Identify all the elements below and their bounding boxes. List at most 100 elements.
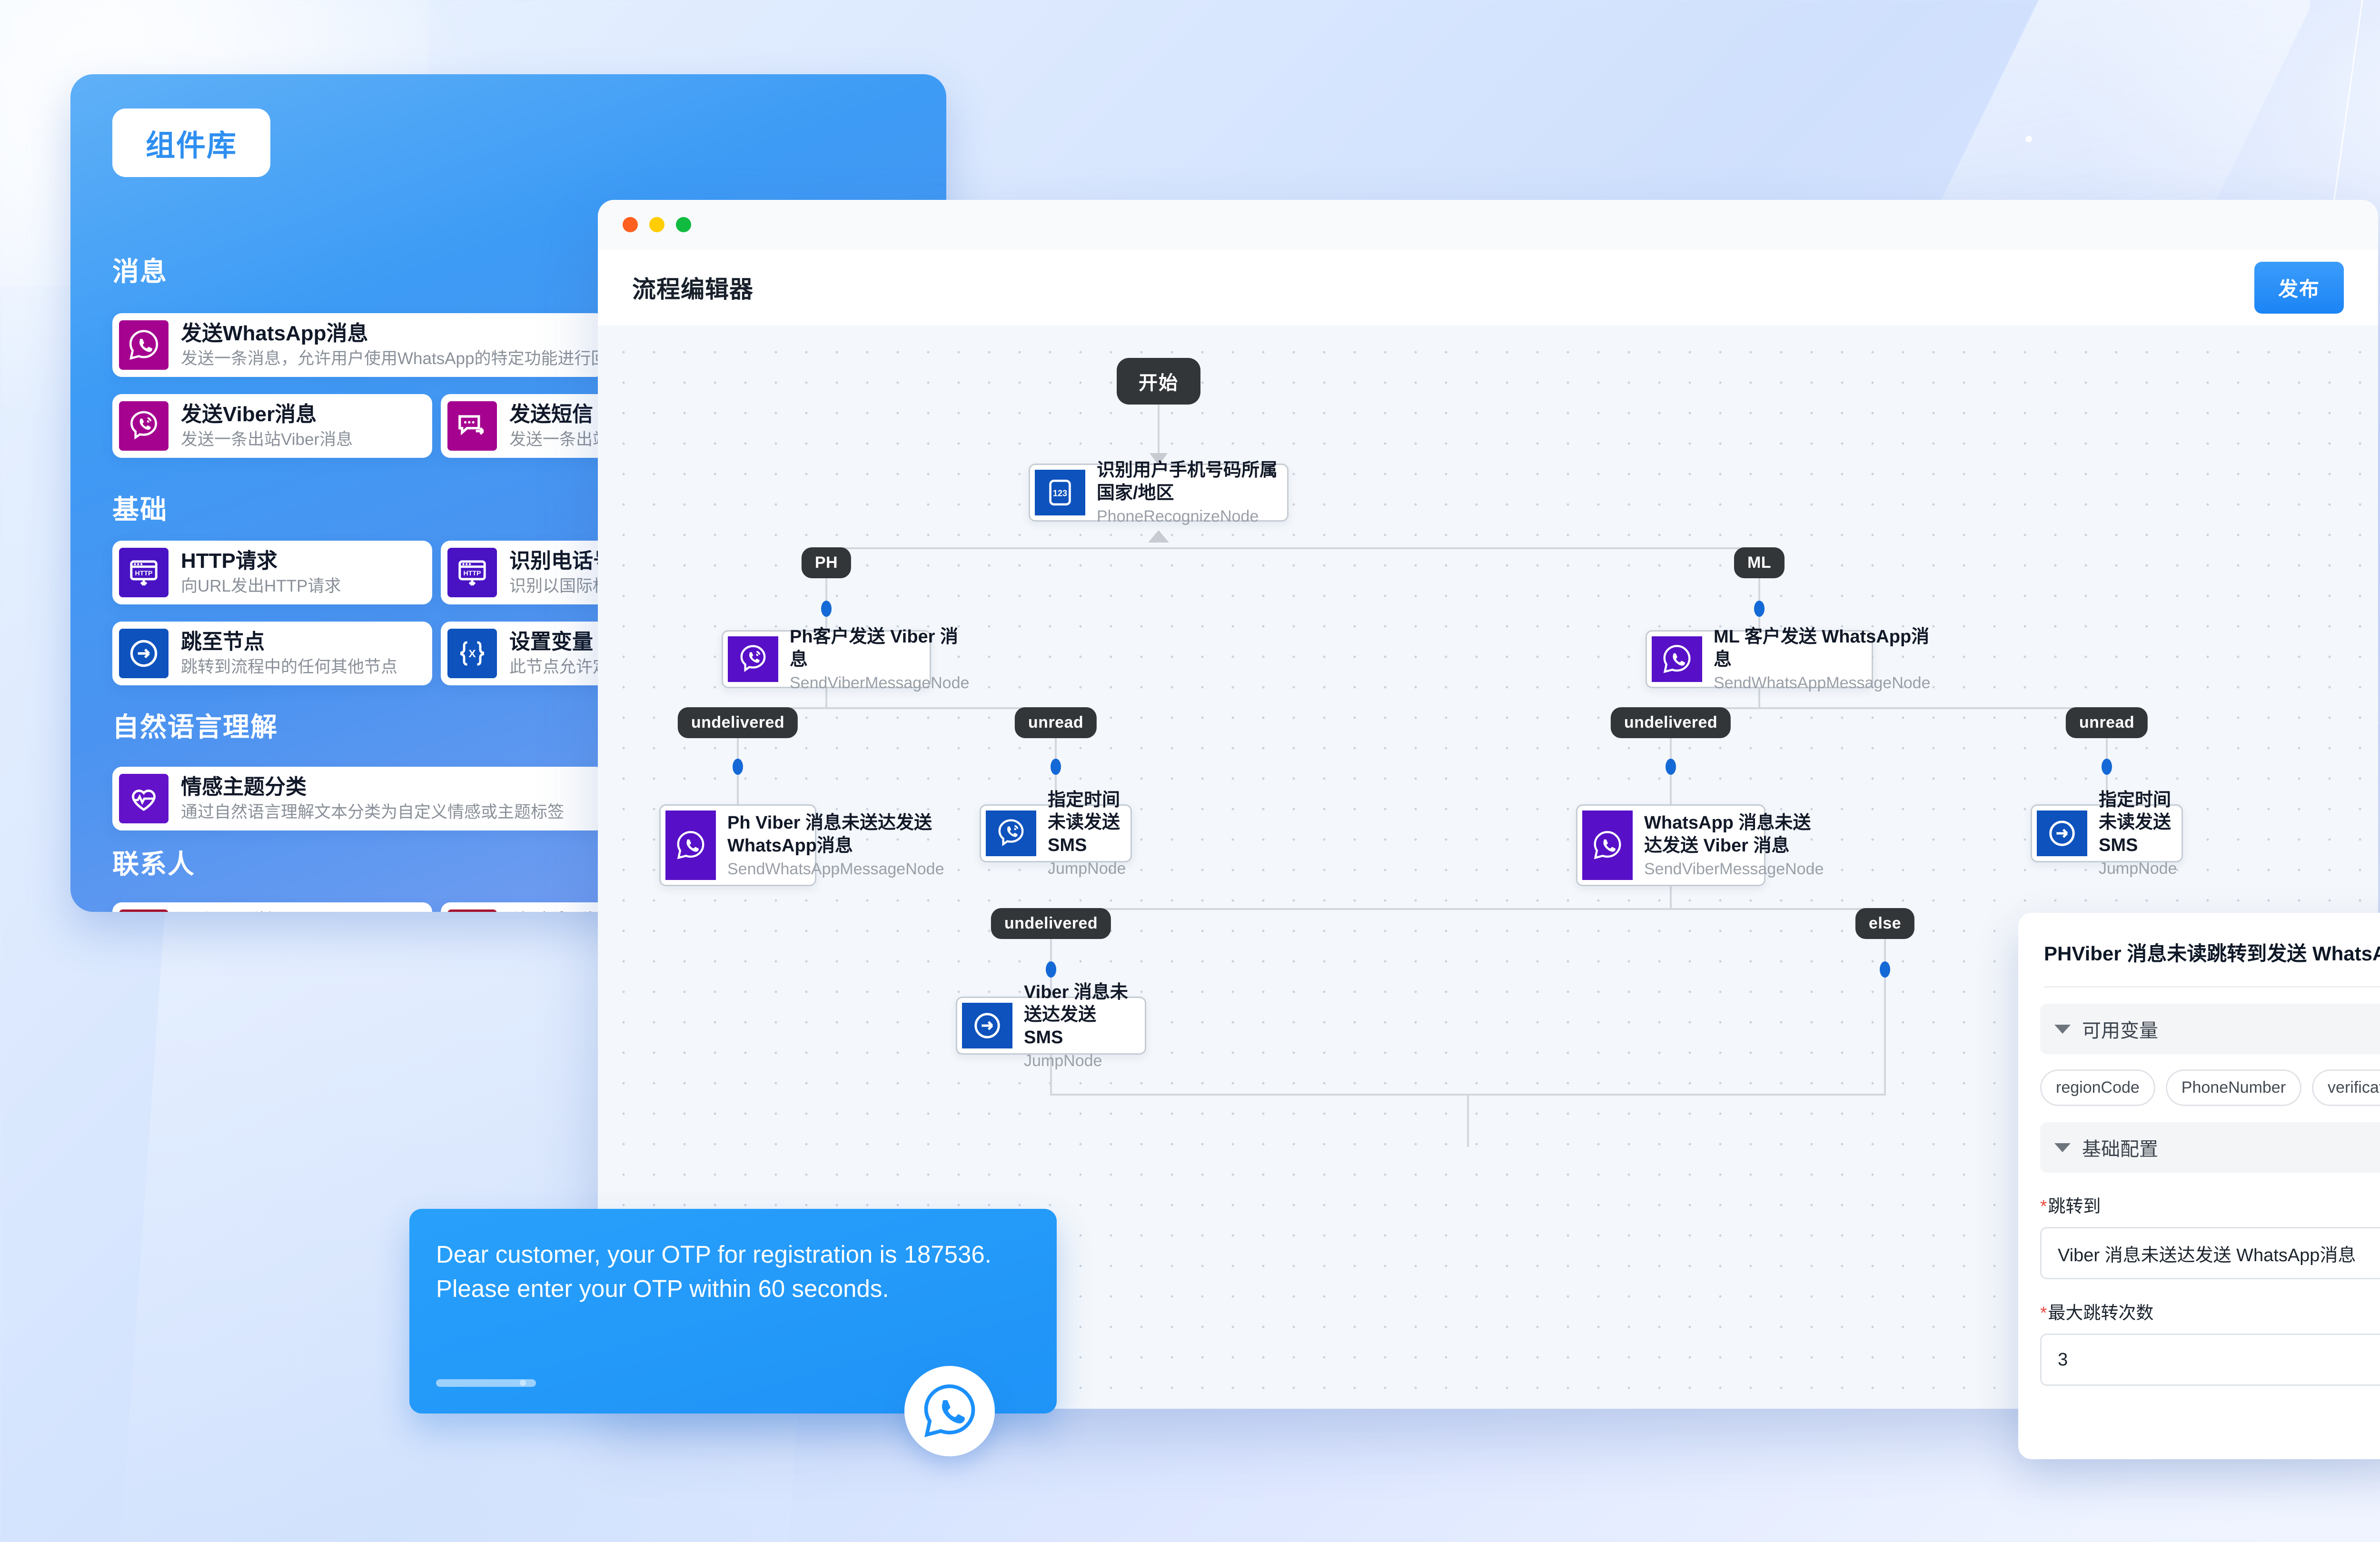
- connector-ml-split: [1670, 707, 2108, 709]
- section-basic-config[interactable]: 基础配置: [2040, 1122, 2380, 1173]
- jump-icon: [119, 629, 169, 678]
- connector-viber-else: [1884, 908, 1886, 1095]
- variable-chip[interactable]: PhoneNumber: [2165, 1069, 2302, 1106]
- flow-start-node[interactable]: 开始: [1117, 358, 1200, 405]
- connector-start-to-recognize: [1158, 389, 1160, 460]
- connector-ml-whatsapp-out: [1758, 688, 1760, 708]
- flow-node-title: 指定时间未读发送 SMS: [1048, 790, 1121, 856]
- flow-node-wa-undelivered-viber[interactable]: WhatsApp 消息未送达发送 Viber 消息 SendViberMessa…: [1576, 804, 1824, 886]
- library-card-title: 跳至节点: [181, 630, 265, 654]
- variable-chip[interactable]: regionCode: [2040, 1069, 2155, 1106]
- chevron-down-icon: [2054, 1024, 2071, 1034]
- flow-node-title: ML 客户发送 WhatsApp消息: [1714, 627, 1930, 670]
- connector-port[interactable]: [1754, 601, 1765, 617]
- library-card-title: 发送Viber消息: [181, 403, 317, 426]
- svg-text:X: X: [468, 648, 476, 660]
- library-card-title: 发送WhatsApp消息: [181, 322, 368, 346]
- library-card-desc: 通过自然语言理解文本分类为自定义情感或主题标签: [181, 802, 565, 821]
- library-card-send-whatsapp[interactable]: 发送WhatsApp消息 发送一条消息，允许用户使用WhatsApp的特定功能进…: [112, 313, 624, 377]
- connector-port[interactable]: [2102, 759, 2112, 775]
- connector-port[interactable]: [1880, 961, 1890, 978]
- tab-component-library-label: 组件库: [145, 129, 237, 162]
- max-jumps-select[interactable]: 3: [2040, 1334, 2380, 1386]
- connector-viber-out: [1670, 886, 1672, 909]
- section-title-contacts: 联系人: [112, 849, 195, 879]
- library-card-jump-node[interactable]: 跳至节点 跳转到流程中的任何其他节点: [112, 622, 432, 685]
- flow-node-title: Viber 消息未送达发送 SMS: [1024, 982, 1128, 1048]
- library-card-add-to-group[interactable]: 添加至群组 将电话号码添加至联系人群组: [112, 902, 432, 912]
- svg-text:HTTP: HTTP: [135, 570, 152, 577]
- field-label-text: 最大跳转次数: [2048, 1303, 2154, 1323]
- section-available-variables[interactable]: 可用变量: [2040, 1004, 2380, 1054]
- library-card-title: 设置变量: [509, 630, 593, 654]
- whatsapp-icon: [1652, 636, 1702, 682]
- arrow-icon: [1150, 453, 1168, 465]
- flow-node-title: 指定时间未读发送 SMS: [2099, 790, 2172, 856]
- close-window-icon[interactable]: [623, 217, 638, 232]
- flow-node-ph-viber[interactable]: Ph客户发送 Viber 消息 SendViberMessageNode: [722, 627, 969, 692]
- sms-icon: [447, 401, 497, 451]
- library-card-http-request[interactable]: HTTP HTTP请求 向URL发出HTTP请求: [112, 541, 432, 604]
- connector-port[interactable]: [821, 601, 832, 617]
- svg-text:HTTP: HTTP: [463, 570, 481, 577]
- whatsapp-icon: [119, 320, 169, 370]
- flow-node-subtitle: JumpNode: [1024, 1052, 1102, 1070]
- section-title-basic: 基础: [112, 494, 168, 524]
- whatsapp-floating-icon[interactable]: [904, 1366, 995, 1456]
- edge-label-undelivered-ph: undelivered: [677, 707, 798, 738]
- section-label: 可用变量: [2082, 1020, 2158, 1041]
- flow-node-title: WhatsApp 消息未送达发送 Viber 消息: [1644, 813, 1811, 856]
- edge-label-undelivered-viber: undelivered: [991, 908, 1111, 939]
- library-card-title: 添加至群组: [181, 910, 397, 912]
- sentiment-icon: [119, 774, 169, 823]
- flow-node-subtitle: JumpNode: [2099, 860, 2177, 878]
- flow-node-viber-undelivered-sms[interactable]: Viber 消息未送达发送 SMS JumpNode: [956, 982, 1146, 1070]
- variable-chip-list: regionCode PhoneNumber verificationCode: [2040, 1069, 2380, 1106]
- whatsapp-icon: [1582, 811, 1633, 880]
- flow-node-subtitle: PhoneRecognizeNode: [1097, 507, 1259, 526]
- flow-node-ml-whatsapp[interactable]: ML 客户发送 WhatsApp消息 SendWhatsAppMessageNo…: [1646, 627, 1931, 692]
- connector-port[interactable]: [1666, 759, 1676, 775]
- tab-component-library[interactable]: 组件库: [112, 109, 270, 177]
- sparkle-1: [2025, 136, 2032, 142]
- max-jumps-value: 3: [2058, 1349, 2068, 1370]
- connector-ph-split: [737, 707, 1057, 709]
- flow-node-ml-unread-sms[interactable]: 指定时间未读发送 SMS JumpNode: [2031, 790, 2183, 878]
- panel-header: PHViber 消息未读跳转到发送 WhatsApp消息 ✕: [2018, 913, 2380, 967]
- library-card-sentiment[interactable]: 情感主题分类 通过自然语言理解文本分类为自定义情感或主题标签: [112, 767, 605, 830]
- connector-port[interactable]: [1051, 759, 1061, 775]
- window-titlebar: [598, 200, 2378, 249]
- library-card-desc: 跳转到流程中的任何其他节点: [181, 657, 398, 676]
- required-marker: *: [2040, 1303, 2047, 1323]
- panel-title: PHViber 消息未读跳转到发送 WhatsApp消息: [2044, 942, 2380, 965]
- edge-label-ph: PH: [801, 547, 852, 578]
- flow-node-subtitle: SendViberMessageNode: [790, 674, 970, 692]
- flow-node-ph-viber-undelivered[interactable]: Ph Viber 消息未送达发送 WhatsApp消息 SendWhatsApp…: [659, 804, 944, 886]
- maximize-window-icon[interactable]: [676, 217, 691, 232]
- library-card-title: 移除出群组: [509, 910, 676, 912]
- library-card-send-viber[interactable]: 发送Viber消息 发送一条出站Viber消息: [112, 394, 432, 458]
- flow-node-phone-recognize[interactable]: 123 识别用户手机号码所属国家/地区 PhoneRecognizeNode: [1029, 460, 1289, 526]
- flow-node-title: 识别用户手机号码所属国家/地区: [1097, 460, 1278, 504]
- section-label: 基础配置: [2082, 1139, 2158, 1160]
- library-card-title: 发送短信: [509, 403, 593, 426]
- connector-port[interactable]: [733, 759, 743, 775]
- jump-to-select[interactable]: Viber 消息未送达发送 WhatsApp消息: [2040, 1227, 2380, 1279]
- connector-ph-viber-out: [825, 688, 827, 708]
- field-label-max-jumps: *最大跳转次数: [2040, 1298, 2380, 1324]
- library-card-title: HTTP请求: [181, 549, 278, 573]
- flow-node-ph-unread-sms[interactable]: 指定时间未读发送 SMS JumpNode: [980, 790, 1132, 878]
- whatsapp-icon: [665, 811, 716, 880]
- viber-icon: [986, 811, 1036, 856]
- section-title-nlu: 自然语言理解: [112, 712, 278, 742]
- publish-button[interactable]: 发布: [2254, 261, 2344, 314]
- jump-to-value: Viber 消息未送达发送 WhatsApp消息: [2058, 1245, 2356, 1265]
- library-card-title: 情感主题分类: [181, 775, 307, 799]
- variable-chip[interactable]: verificationCode: [2312, 1069, 2380, 1106]
- minimize-window-icon[interactable]: [649, 217, 664, 232]
- user-add-icon: [119, 909, 169, 912]
- connector-port[interactable]: [1046, 961, 1056, 978]
- connector-viber-merge-down: [1467, 1094, 1469, 1147]
- flow-editor-window: 流程编辑器 发布 开始 123 识别用户手机号码所属国家/地区 PhoneRec…: [598, 200, 2378, 1409]
- otp-progress-bar: [436, 1379, 536, 1387]
